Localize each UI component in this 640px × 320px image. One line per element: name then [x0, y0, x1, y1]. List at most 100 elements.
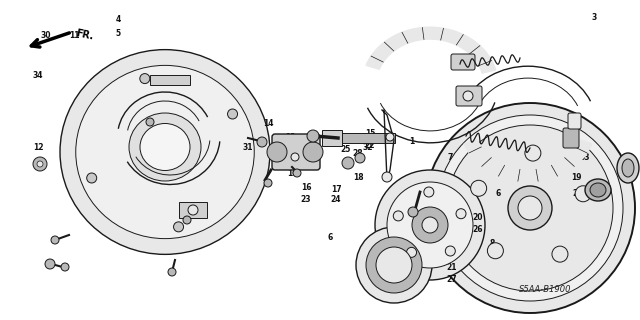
FancyBboxPatch shape — [568, 113, 581, 129]
Text: 19: 19 — [571, 173, 581, 182]
Circle shape — [525, 145, 541, 161]
Circle shape — [366, 237, 422, 293]
Ellipse shape — [585, 179, 611, 201]
Circle shape — [183, 216, 191, 224]
Text: 15: 15 — [365, 130, 375, 139]
Text: 6: 6 — [495, 189, 500, 198]
Circle shape — [356, 227, 432, 303]
Text: 13: 13 — [285, 133, 295, 142]
Circle shape — [51, 236, 59, 244]
Circle shape — [575, 186, 591, 202]
Text: 23: 23 — [301, 196, 311, 204]
Circle shape — [307, 130, 319, 142]
Circle shape — [146, 118, 154, 126]
Circle shape — [168, 268, 176, 276]
Circle shape — [188, 205, 198, 215]
Circle shape — [447, 125, 613, 291]
Circle shape — [264, 179, 272, 187]
Circle shape — [387, 182, 473, 268]
Text: 25: 25 — [341, 146, 351, 155]
Text: 9: 9 — [289, 157, 294, 166]
Circle shape — [45, 259, 55, 269]
Circle shape — [552, 246, 568, 262]
Circle shape — [257, 137, 267, 147]
Text: 1: 1 — [410, 138, 415, 147]
Bar — [340, 133, 395, 143]
Text: FR.: FR. — [75, 28, 95, 42]
Text: 11: 11 — [68, 31, 79, 41]
Ellipse shape — [129, 113, 201, 181]
Ellipse shape — [622, 159, 634, 177]
FancyBboxPatch shape — [456, 86, 482, 106]
Polygon shape — [366, 27, 496, 73]
Text: 14: 14 — [263, 119, 273, 129]
Text: 6: 6 — [328, 234, 333, 243]
Text: 21: 21 — [447, 263, 457, 273]
FancyBboxPatch shape — [272, 134, 320, 170]
Text: 33: 33 — [580, 154, 590, 163]
Circle shape — [37, 161, 43, 167]
Circle shape — [393, 211, 403, 221]
Bar — [322, 130, 342, 146]
Text: 32: 32 — [363, 143, 373, 153]
Bar — [179, 202, 207, 218]
Circle shape — [488, 243, 504, 259]
Circle shape — [228, 109, 237, 119]
FancyBboxPatch shape — [563, 128, 579, 148]
Circle shape — [291, 153, 299, 161]
Text: 10: 10 — [287, 170, 297, 179]
Circle shape — [518, 196, 542, 220]
Circle shape — [424, 187, 434, 197]
Circle shape — [412, 207, 448, 243]
Circle shape — [408, 207, 418, 217]
Text: 34: 34 — [33, 70, 44, 79]
Circle shape — [508, 186, 552, 230]
Circle shape — [33, 157, 47, 171]
Text: 7: 7 — [447, 154, 452, 163]
Text: 3: 3 — [591, 13, 596, 22]
Text: 17: 17 — [331, 186, 341, 195]
Circle shape — [422, 217, 438, 233]
Circle shape — [267, 142, 287, 162]
Text: 8: 8 — [490, 239, 495, 249]
Text: 2: 2 — [627, 154, 632, 163]
Text: 27: 27 — [447, 276, 458, 284]
Ellipse shape — [140, 124, 190, 171]
Text: 20: 20 — [473, 213, 483, 222]
Text: 22: 22 — [365, 141, 375, 150]
Circle shape — [425, 103, 635, 313]
Circle shape — [293, 169, 301, 177]
Circle shape — [406, 247, 417, 257]
Ellipse shape — [60, 50, 270, 254]
Text: 29: 29 — [573, 189, 583, 198]
Text: 4: 4 — [115, 15, 120, 25]
Circle shape — [445, 246, 455, 256]
Bar — [150, 75, 190, 85]
Ellipse shape — [617, 153, 639, 183]
Circle shape — [140, 74, 150, 84]
Circle shape — [86, 173, 97, 183]
Circle shape — [437, 115, 623, 301]
Circle shape — [456, 209, 466, 219]
FancyBboxPatch shape — [451, 54, 475, 70]
Circle shape — [173, 222, 184, 232]
Polygon shape — [464, 140, 592, 182]
Circle shape — [342, 157, 354, 169]
Text: 26: 26 — [473, 226, 483, 235]
Circle shape — [303, 142, 323, 162]
Text: 18: 18 — [353, 173, 364, 182]
Ellipse shape — [590, 183, 606, 197]
Text: 24: 24 — [331, 196, 341, 204]
Ellipse shape — [76, 65, 254, 239]
Text: 5: 5 — [115, 29, 120, 38]
Circle shape — [61, 263, 69, 271]
Circle shape — [470, 180, 486, 196]
Circle shape — [382, 172, 392, 182]
Text: 12: 12 — [33, 143, 44, 153]
Circle shape — [355, 153, 365, 163]
Circle shape — [376, 247, 412, 283]
Text: 31: 31 — [243, 143, 253, 153]
Text: 28: 28 — [353, 149, 364, 158]
Circle shape — [375, 170, 485, 280]
Text: 30: 30 — [41, 31, 51, 41]
